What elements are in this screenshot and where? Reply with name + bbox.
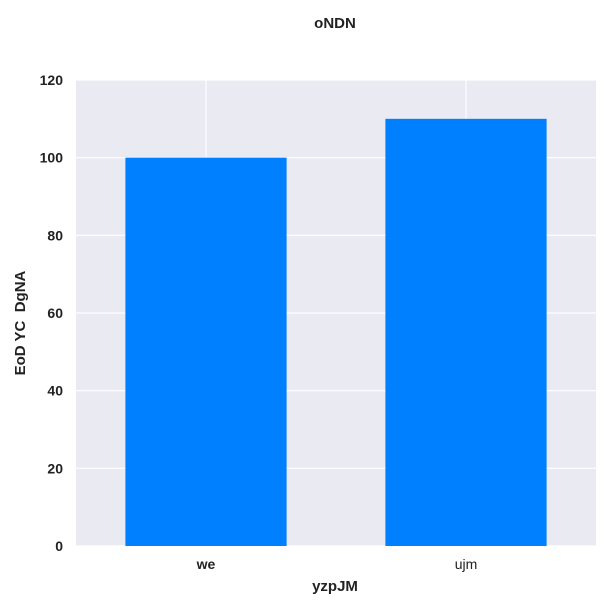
y-tick-label: 120 <box>40 72 64 88</box>
bar-ujm <box>385 118 547 546</box>
y-tick-label: 60 <box>47 305 63 321</box>
y-tick-label: 100 <box>40 150 64 166</box>
chart-title: oNDN <box>314 15 356 32</box>
y-tick-label: 40 <box>47 383 63 399</box>
x-axis-label: yzpJM <box>312 578 358 595</box>
y-tick-label: 20 <box>47 460 63 476</box>
y-axis-label: EoD YC DgNA <box>12 270 29 375</box>
x-tick-label: ujm <box>455 556 478 572</box>
bars <box>125 118 547 546</box>
bar-we <box>125 157 287 546</box>
y-tick-label: 0 <box>55 538 63 554</box>
x-tick-label: we <box>196 556 216 572</box>
x-axis-ticks: we ujm <box>196 556 478 572</box>
y-axis-ticks: 0 20 40 60 80 100 120 <box>40 72 64 554</box>
y-tick-label: 80 <box>47 227 63 243</box>
